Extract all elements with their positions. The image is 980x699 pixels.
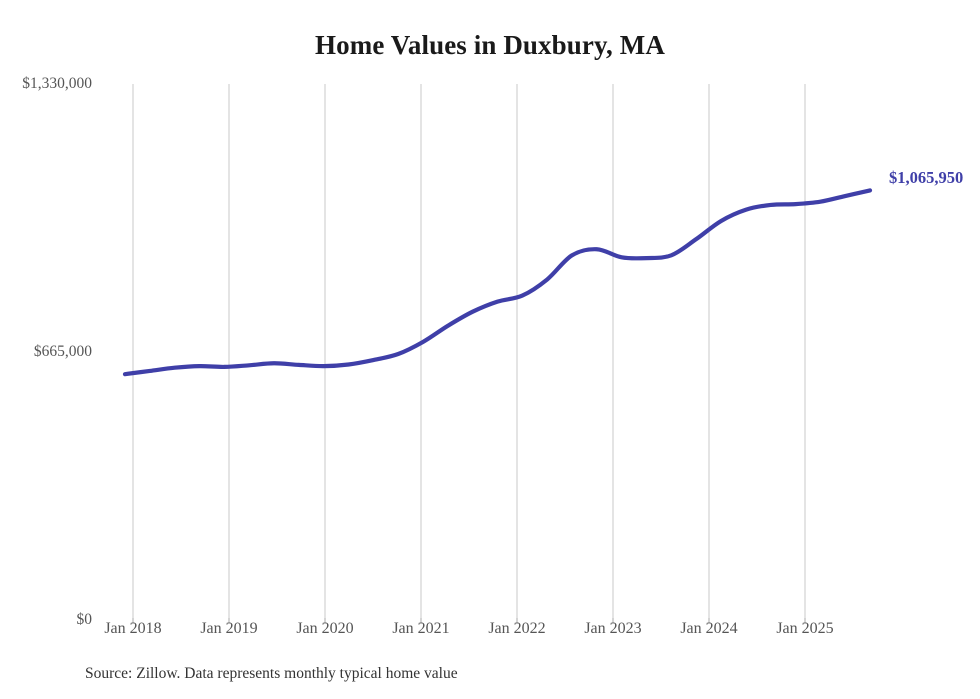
gridlines xyxy=(132,84,806,618)
x-axis-tick-label: Jan 2022 xyxy=(488,620,546,637)
end-value-annotation: $1,065,950 xyxy=(889,168,964,187)
x-axis-tick-label: Jan 2023 xyxy=(584,620,642,637)
x-axis-tick-label: Jan 2021 xyxy=(392,620,450,637)
y-axis-tick-label-mid: $665,000 xyxy=(33,343,92,360)
x-axis-tick-label: Jan 2019 xyxy=(200,620,258,637)
source-note: Source: Zillow. Data represents monthly … xyxy=(85,665,458,682)
x-axis-tick-label: Jan 2020 xyxy=(296,620,354,637)
y-axis-tick-label-max: $1,330,000 xyxy=(22,75,92,92)
series-line-typical-home-value xyxy=(122,188,873,377)
x-axis-ticks xyxy=(132,618,806,624)
x-axis-tick-label: Jan 2018 xyxy=(104,620,162,637)
page-title: Home Values in Duxbury, MA xyxy=(315,30,665,60)
x-axis-tick-label: Jan 2024 xyxy=(680,620,738,637)
x-axis-tick-label: Jan 2025 xyxy=(776,620,834,637)
y-axis-tick-label-zero: $0 xyxy=(76,611,93,628)
